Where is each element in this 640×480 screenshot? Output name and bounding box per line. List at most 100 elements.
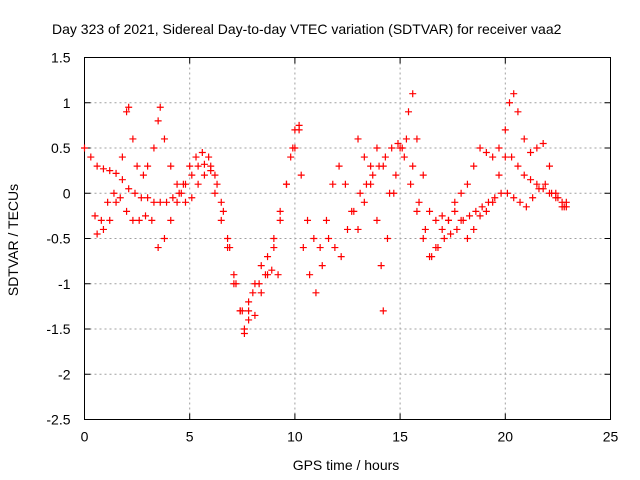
data-point-track-f (520, 135, 528, 143)
data-point-track-b (167, 162, 175, 170)
data-point-track-e (472, 207, 480, 215)
y-tick-label: 0 (63, 185, 71, 201)
data-point-track-c (173, 198, 181, 206)
data-point-track-e (516, 198, 524, 206)
y-tick-label: -2 (58, 366, 71, 382)
data-point-track-e (484, 198, 492, 206)
data-point-track-f (489, 153, 497, 161)
data-point-track-b (264, 253, 272, 261)
data-point-track-d (527, 176, 535, 184)
data-point-track-d (419, 171, 427, 179)
data-point-track-c (110, 189, 118, 197)
x-tick-label: 25 (603, 429, 619, 445)
data-point-track-c (192, 153, 200, 161)
data-point-track-f (545, 162, 553, 170)
data-point-track-e (510, 194, 518, 202)
data-point-track-b (106, 216, 114, 224)
data-point-track-f (331, 244, 339, 252)
data-point-track-a (251, 311, 259, 319)
data-point-track-d (322, 216, 330, 224)
data-point-track-d (463, 235, 471, 242)
data-point-track-a (144, 194, 152, 202)
data-point-track-d (335, 162, 343, 170)
data-point-track-a (213, 180, 221, 188)
data-point-track-e (377, 262, 385, 270)
data-point-track-f (501, 126, 509, 134)
data-point-track-f (388, 144, 396, 152)
data-point-track-b (112, 198, 120, 206)
data-point-track-c (236, 307, 244, 315)
data-point-track-a (257, 289, 265, 297)
data-point-track-f (356, 189, 364, 197)
data-point-track-f (514, 108, 522, 116)
data-point-track-c (104, 198, 112, 206)
data-point-track-a (163, 198, 171, 206)
data-point-track-e (373, 216, 381, 224)
data-point-track-d (476, 212, 484, 220)
data-point-track-a (112, 169, 120, 177)
data-point-track-f (400, 153, 408, 161)
data-point-track-d (470, 225, 478, 233)
data-point-track-f (444, 216, 452, 224)
data-point-track-f (506, 99, 514, 107)
data-point-track-e (466, 212, 474, 220)
data-point-track-c (255, 280, 263, 288)
data-point-track-f (482, 149, 490, 157)
data-point-track-c (268, 266, 276, 274)
data-point-track-b (118, 153, 126, 161)
data-point-track-c (97, 216, 105, 224)
data-point-track-a (169, 194, 177, 202)
data-point-track-d (432, 216, 440, 224)
data-point-track-e (503, 189, 511, 197)
y-tick-label: -1 (58, 276, 71, 292)
data-point-track-f (350, 207, 358, 215)
data-point-track-b (282, 180, 290, 188)
x-tick-label: 15 (392, 429, 408, 445)
data-point-track-f (407, 180, 415, 188)
data-point-track-a (194, 162, 202, 170)
data-point-track-e (453, 225, 461, 233)
data-point-track-f (318, 262, 326, 270)
data-point-track-a (93, 162, 101, 170)
data-point-track-a (131, 189, 139, 197)
data-point-track-c (123, 207, 131, 215)
data-point-track-a (188, 171, 196, 179)
grid-layer (84, 57, 611, 420)
data-point-track-b (129, 135, 137, 143)
data-point-track-b (224, 244, 232, 252)
data-point-track-f (426, 253, 434, 261)
data-point-track-f (394, 139, 402, 147)
data-point-track-c (217, 198, 225, 206)
data-point-track-d (514, 162, 522, 170)
data-point-track-f (369, 171, 377, 179)
data-point-track-e (497, 189, 505, 197)
data-point-track-b (276, 207, 284, 215)
data-point-track-e (491, 194, 499, 202)
data-point-track-a (106, 167, 114, 175)
data-point-track-c (160, 235, 168, 242)
data-point-track-c (245, 298, 253, 306)
data-point-track-e (529, 194, 537, 202)
data-point-track-b (211, 189, 219, 197)
data-point-track-f (527, 149, 535, 157)
data-point-track-d (297, 171, 305, 179)
data-point-track-d (520, 171, 528, 179)
x-tick-label: 5 (186, 429, 194, 445)
data-point-track-b (93, 230, 101, 238)
data-point-track-d (413, 135, 421, 143)
data-point-track-c (116, 194, 124, 202)
data-point-track-c (179, 180, 187, 188)
x-tick-label: 20 (498, 429, 514, 445)
data-point-track-b (287, 153, 295, 161)
data-point-track-f (470, 162, 478, 170)
data-point-track-c (142, 212, 150, 220)
data-point-track-b (177, 189, 185, 197)
data-point-track-b (150, 144, 158, 152)
data-point-track-b (295, 121, 303, 129)
data-point-track-a (245, 316, 253, 324)
data-point-track-b (144, 162, 152, 170)
data-point-track-e (535, 185, 543, 193)
data-point-track-a (118, 176, 126, 184)
y-tick-label: 0.5 (51, 140, 71, 156)
data-point-track-c (129, 216, 137, 224)
